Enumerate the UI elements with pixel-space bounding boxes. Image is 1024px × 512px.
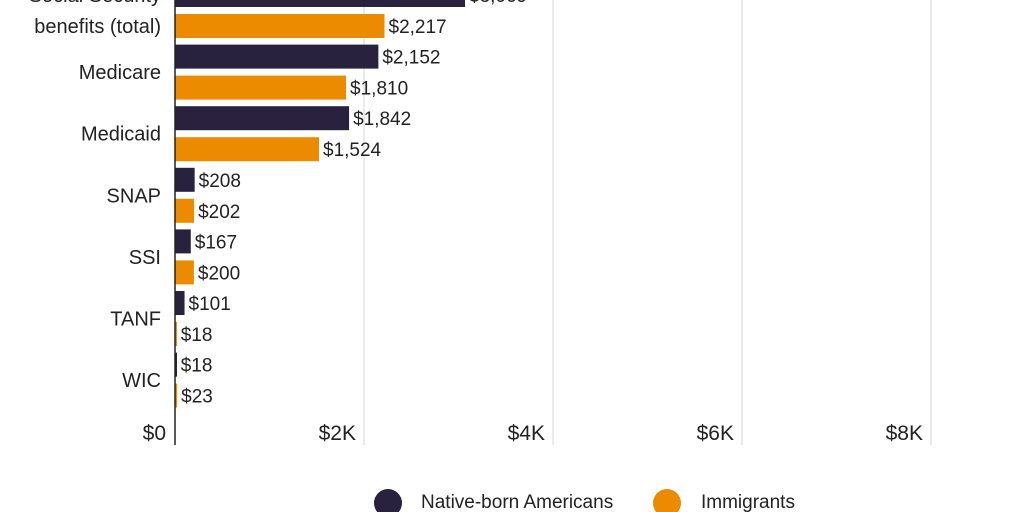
- legend-label: Native-born Americans: [421, 492, 613, 512]
- bar-immigrants: [175, 14, 385, 38]
- bar-immigrants: [175, 198, 195, 223]
- category-label: benefits (total): [34, 16, 161, 38]
- category-label: SNAP: [107, 185, 161, 207]
- data-label: $101: [189, 294, 231, 315]
- category-label: SSI: [129, 247, 161, 269]
- legend-swatch-immigrants: [653, 489, 681, 512]
- x-tick-label: $0: [143, 422, 166, 445]
- data-label: $200: [198, 263, 240, 284]
- bar-immigrants: [175, 383, 178, 408]
- data-label: $167: [195, 232, 237, 253]
- data-label: $1,842: [353, 109, 411, 130]
- category-label: Medicaid: [81, 124, 161, 146]
- bar-native-born: [175, 291, 185, 315]
- bar-native-born: [175, 167, 195, 192]
- bar-native-born: [175, 0, 466, 7]
- bar-immigrants: [175, 137, 320, 162]
- data-label: $1,810: [350, 79, 408, 100]
- legend-label: Immigrants: [701, 492, 795, 512]
- gridlines: [363, 0, 932, 445]
- bar-native-born: [175, 229, 191, 254]
- category-label: WIC: [122, 370, 161, 392]
- x-tick-label: $2K: [319, 422, 356, 445]
- category-label: Medicare: [79, 62, 161, 84]
- legend-swatch-native-born: [374, 489, 402, 512]
- data-label: $2,217: [389, 17, 447, 38]
- x-axis-ticks: $0 $2K $4K $6K $8K: [143, 422, 923, 445]
- x-tick-label: $6K: [697, 422, 734, 445]
- bar-immigrants: [175, 260, 194, 285]
- bar-native-born: [175, 352, 177, 377]
- x-tick-label: $8K: [886, 422, 923, 445]
- data-label: $208: [199, 171, 241, 192]
- bar-immigrants: [175, 322, 177, 346]
- x-tick-label: $4K: [508, 422, 545, 445]
- legend: Native-born Americans Immigrants: [374, 489, 795, 512]
- bars: $3,069 $2,217 $2,152 $1,810 $1,842 $1,524 $208…: [175, 0, 527, 408]
- category-label: TANF: [110, 309, 161, 331]
- bar-native-born: [175, 44, 379, 69]
- data-label: $3,069: [469, 0, 527, 7]
- data-label: $1,524: [323, 140, 382, 161]
- category-label: Social Security: [29, 0, 161, 7]
- bar-native-born: [175, 106, 350, 131]
- bar-immigrants: [175, 75, 347, 100]
- data-label: $2,152: [382, 48, 440, 69]
- data-label: $18: [181, 356, 213, 377]
- data-label: $202: [198, 202, 240, 223]
- data-label: $23: [181, 387, 213, 408]
- data-label: $18: [181, 325, 213, 346]
- category-labels: Social Security benefits (total) Medicare M…: [29, 0, 161, 392]
